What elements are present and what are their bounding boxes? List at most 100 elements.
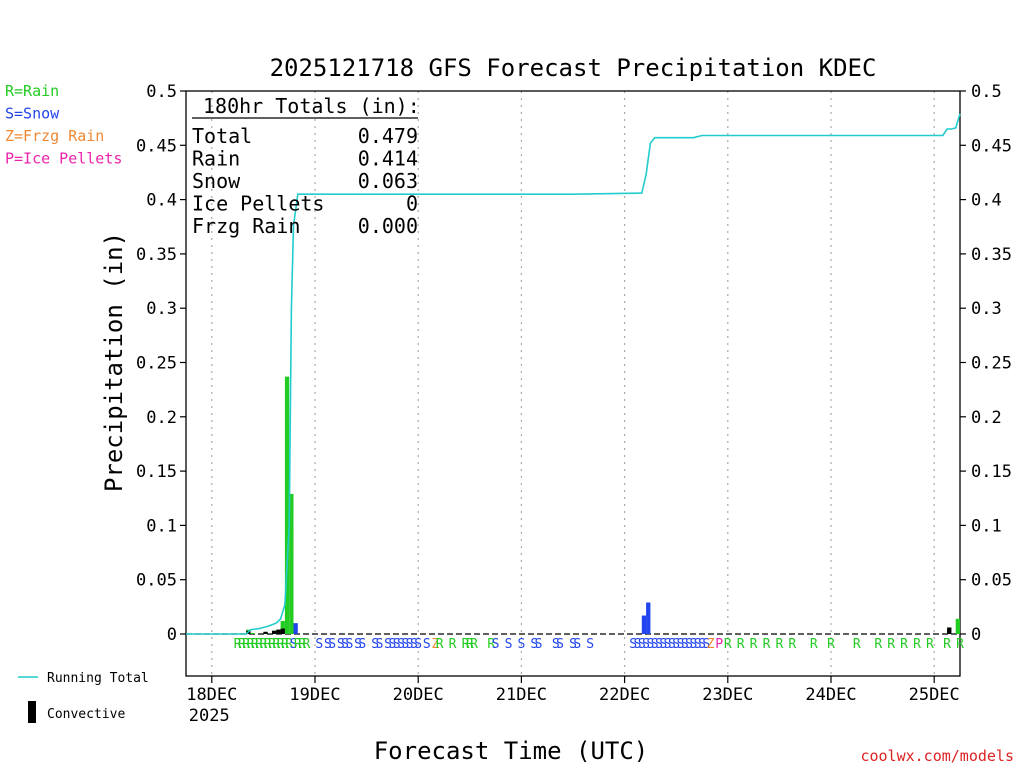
y-tick-label: 0 (167, 625, 177, 645)
type-marker: S (659, 637, 667, 652)
type-marker: R (242, 637, 250, 652)
type-marker: R (462, 637, 470, 652)
x-tick-label: 20DEC (393, 685, 444, 705)
type-marker: S (642, 637, 650, 652)
credit-text: coolwx.com/models (860, 747, 1014, 765)
type-marker: R (487, 637, 495, 652)
type-marker: S (677, 637, 685, 652)
type-marker: R (255, 637, 263, 652)
type-marker: R (775, 637, 783, 652)
running-total-line (186, 113, 961, 635)
type-marker: R (724, 637, 732, 652)
type-marker: S (651, 637, 659, 652)
totals-label: Ice Pellets (192, 192, 324, 216)
type-marker: R (926, 637, 934, 652)
convective-bar (947, 627, 952, 634)
type-marker: S (634, 637, 642, 652)
y-tick-label: 0.15 (971, 462, 1012, 482)
type-marker: R (913, 637, 921, 652)
y-tick-label: 0.15 (136, 462, 177, 482)
type-marker: S (530, 637, 538, 652)
type-marker: R (234, 637, 242, 652)
legend-series-label: Convective (47, 707, 125, 722)
type-marker: S (586, 637, 594, 652)
totals-summary: 180hr Totals (in): Total 0.479 Rain 0.414 Sno… (192, 94, 420, 238)
totals-value: 0.000 (358, 214, 418, 238)
type-marker: R (943, 637, 951, 652)
type-marker: S (517, 637, 525, 652)
type-marker: S (423, 637, 431, 652)
precip-bar (955, 618, 960, 634)
y-tick-label: 0.4 (971, 191, 1002, 211)
x-tick-label: 23DEC (702, 685, 753, 705)
totals-label: Total (192, 124, 252, 148)
y-tick-label: 0.45 (136, 136, 177, 156)
type-marker: R (737, 637, 745, 652)
type-marker: S (569, 637, 577, 652)
y-tick-label: 0.35 (971, 245, 1012, 265)
series-legend: Running Total Convective (18, 671, 149, 723)
type-marker: S (315, 637, 323, 652)
totals-label: Rain (192, 147, 240, 171)
type-marker: R (277, 637, 285, 652)
totals-label: Frzg Rain (192, 214, 300, 238)
type-marker: S (290, 637, 298, 652)
type-marker: S (694, 637, 702, 652)
type-marker: R (259, 637, 267, 652)
type-marker: P (715, 637, 723, 652)
legend-type-label: R=Rain (5, 82, 59, 100)
type-marker: R (827, 637, 835, 652)
legend-type-label: S=Snow (5, 105, 60, 123)
type-marker: S (492, 637, 500, 652)
type-marker: R (294, 637, 302, 652)
type-marker: S (552, 637, 560, 652)
y-tick-label: 0 (971, 625, 981, 645)
type-marker: Z (707, 637, 715, 652)
type-marker: R (887, 637, 895, 652)
type-marker: S (371, 637, 379, 652)
type-marker: S (414, 637, 422, 652)
x-axis-label: Forecast Time (UTC) (374, 737, 649, 765)
type-marker: R (810, 637, 818, 652)
type-marker: R (272, 637, 280, 652)
type-marker: R (251, 637, 259, 652)
type-marker: S (556, 637, 564, 652)
type-marker: R (853, 637, 861, 652)
type-marker: S (410, 637, 418, 652)
type-marker: S (698, 637, 706, 652)
y-tick-label: 0.3 (971, 299, 1002, 319)
totals-value: 0 (406, 192, 418, 216)
precip-bar (293, 623, 298, 634)
legend-series-label: Running Total (47, 671, 149, 686)
type-marker: S (535, 637, 543, 652)
y-tick-label: 0.5 (971, 82, 1002, 102)
type-marker: S (324, 637, 332, 652)
type-marker: R (449, 637, 457, 652)
y-tick-label: 0.25 (136, 354, 177, 374)
type-marker: S (337, 637, 345, 652)
convective-swatch (28, 701, 36, 723)
type-marker: R (750, 637, 758, 652)
type-marker: S (388, 637, 396, 652)
type-marker: S (629, 637, 637, 652)
plot-frame (185, 90, 961, 677)
type-marker: S (384, 637, 392, 652)
convective-bar (272, 630, 277, 634)
type-marker: S (505, 637, 513, 652)
x-tick-label: 19DEC (289, 685, 340, 705)
precip-type-legend: R=Rain S=Snow Z=Frzg Rain P=Ice Pellets (5, 82, 122, 168)
type-marker: S (358, 637, 366, 652)
totals-value: 0.063 (358, 169, 418, 193)
x-tick-label: 22DEC (599, 685, 650, 705)
precip-bar (284, 376, 290, 634)
x-tick-label: 24DEC (805, 685, 856, 705)
type-marker: S (685, 637, 693, 652)
x-tick-label: 21DEC (496, 685, 547, 705)
type-marker: R (247, 637, 255, 652)
type-marker: S (393, 637, 401, 652)
convective-bar (276, 629, 281, 634)
y-tick-label: 0.05 (971, 571, 1012, 591)
type-marker: R (956, 637, 964, 652)
